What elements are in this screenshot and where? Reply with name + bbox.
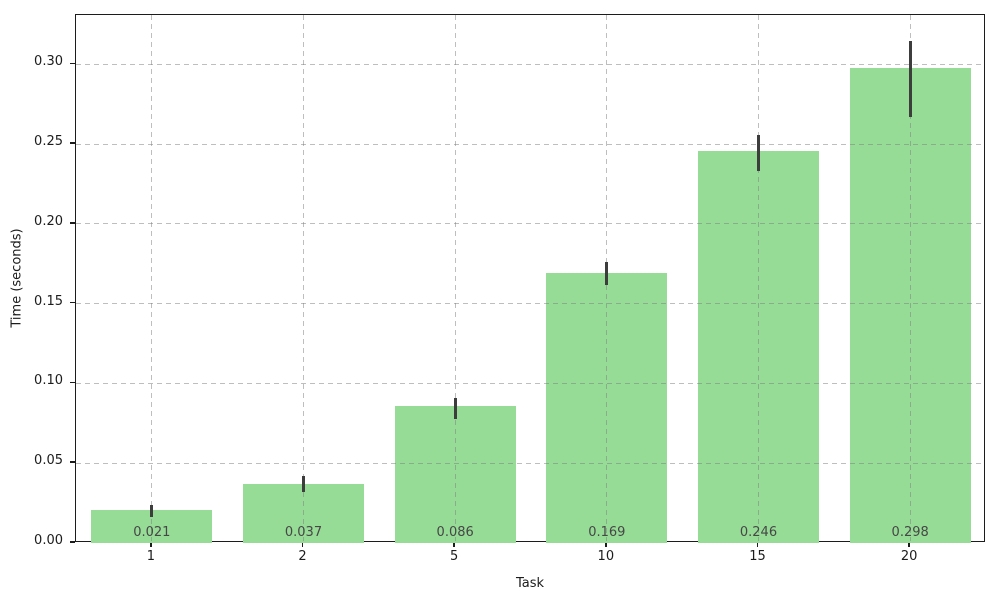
- y-axis-label: Time (seconds): [9, 228, 25, 328]
- x-tick-mark: [301, 542, 304, 547]
- y-tick-mark: [70, 142, 75, 144]
- gridline-horizontal: [76, 303, 984, 305]
- plot-area: 0.021 0.037 0.086 0.169 0.246 0.298: [75, 14, 985, 543]
- y-tick-label: 0.15: [34, 293, 63, 309]
- bar-value-label: 0.086: [436, 525, 474, 540]
- bar-value-label: 0.037: [284, 525, 323, 540]
- error-bar: [757, 134, 760, 172]
- gridline-horizontal: [76, 462, 984, 464]
- x-tick-mark: [908, 542, 910, 547]
- gridline-horizontal: [76, 63, 984, 65]
- y-tick-mark: [70, 541, 75, 543]
- error-bar: [605, 262, 609, 285]
- gridline-vertical: [758, 15, 759, 541]
- y-tick-mark: [70, 222, 75, 224]
- gridline-horizontal: [76, 223, 984, 225]
- x-axis-label: Task: [515, 576, 545, 591]
- x-tick-label: 20: [900, 549, 918, 564]
- bar-value-label: 0.021: [133, 525, 171, 540]
- y-tick-label: 0.25: [34, 134, 63, 150]
- bar-value-label: 0.298: [891, 525, 929, 540]
- y-tick-mark: [70, 62, 75, 65]
- error-bar: [150, 504, 154, 518]
- gridline-horizontal: [76, 143, 984, 145]
- error-bar: [302, 476, 305, 492]
- y-tick-label: 0.30: [34, 54, 63, 70]
- x-tick-mark: [605, 542, 607, 547]
- bar-value-label: 0.246: [739, 525, 778, 540]
- y-tick-label: 0.10: [34, 373, 63, 389]
- y-tick-mark: [70, 461, 75, 463]
- x-tick-label: 5: [450, 549, 459, 564]
- y-tick-label: 0.20: [34, 213, 63, 229]
- x-tick-label: 10: [597, 549, 615, 564]
- gridline-vertical: [151, 15, 153, 541]
- x-tick-mark: [453, 542, 455, 547]
- error-bar: [453, 397, 457, 419]
- x-tick-mark: [150, 542, 152, 547]
- y-tick-mark: [70, 301, 75, 304]
- bar-value-label: 0.169: [588, 525, 626, 540]
- x-tick-mark: [756, 542, 759, 547]
- gridline-vertical: [303, 15, 304, 541]
- y-tick-label: 0.05: [34, 453, 63, 469]
- y-tick-mark: [70, 381, 75, 384]
- x-tick-label: 15: [749, 549, 766, 564]
- gridline-horizontal: [76, 382, 984, 384]
- gridline-vertical: [909, 15, 911, 541]
- error-bar: [908, 40, 912, 118]
- x-tick-label: 1: [146, 549, 155, 564]
- gridline-vertical: [454, 15, 456, 541]
- x-tick-label: 2: [298, 549, 307, 564]
- y-tick-label: 0.00: [34, 533, 63, 548]
